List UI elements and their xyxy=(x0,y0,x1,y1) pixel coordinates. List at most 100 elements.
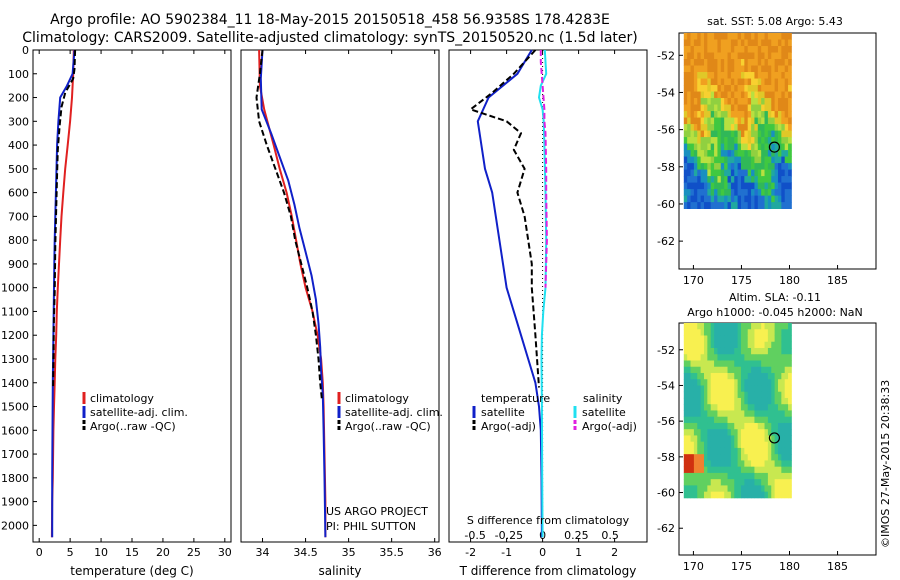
y-tick-label: 200 xyxy=(8,92,29,105)
field-cell xyxy=(717,189,722,196)
field-cell xyxy=(690,195,695,203)
field-cell xyxy=(751,347,755,355)
field-cell xyxy=(771,202,776,209)
field-cell xyxy=(747,385,752,393)
field-cell xyxy=(734,435,739,443)
field-cell xyxy=(724,460,728,468)
field-cell xyxy=(724,410,728,418)
field-cell xyxy=(737,347,742,355)
field-cell xyxy=(707,169,712,177)
field-cell xyxy=(717,143,722,151)
field-cell xyxy=(754,163,759,170)
field-cell xyxy=(730,117,735,125)
field-cell xyxy=(697,404,702,411)
project-annotation: US ARGO PROJECT xyxy=(326,505,428,518)
field-cell xyxy=(730,435,735,443)
field-cell xyxy=(714,143,718,151)
field-cell xyxy=(687,169,691,177)
field-cell xyxy=(751,429,755,436)
field-cell xyxy=(784,466,789,474)
field-cell xyxy=(734,335,739,343)
field-cell xyxy=(697,124,702,131)
field-cell xyxy=(771,460,776,468)
field-cell xyxy=(771,91,776,99)
field-cell xyxy=(683,485,688,493)
field-cell xyxy=(687,422,691,430)
field-cell xyxy=(761,435,765,443)
field-cell xyxy=(771,347,776,355)
field-cell xyxy=(751,111,755,118)
field-cell xyxy=(744,323,749,330)
field-cell xyxy=(761,360,765,368)
field-cell xyxy=(683,479,688,486)
field-cell xyxy=(703,143,708,151)
field-cell xyxy=(687,111,691,118)
field-cell xyxy=(720,435,725,443)
lat-tick-label: -56 xyxy=(657,415,675,428)
field-cell xyxy=(707,372,712,380)
field-cell xyxy=(683,329,688,336)
field-cell xyxy=(784,454,789,461)
field-cell xyxy=(757,454,762,461)
field-cell xyxy=(737,189,742,196)
field-cell xyxy=(777,156,782,164)
field-cell xyxy=(777,33,782,40)
field-cell xyxy=(777,454,782,461)
field-cell xyxy=(771,422,776,430)
field-cell xyxy=(683,372,688,380)
field-cell xyxy=(690,117,695,125)
field-cell xyxy=(740,176,745,183)
field-cell xyxy=(781,111,786,118)
field-cell xyxy=(693,335,698,343)
field-cell xyxy=(734,195,739,203)
field-cell xyxy=(714,46,718,53)
field-cell xyxy=(683,169,688,177)
field-cell xyxy=(740,163,745,170)
field-cell xyxy=(710,391,715,399)
field-cell xyxy=(720,169,725,177)
field-cell xyxy=(697,447,702,455)
field-cell xyxy=(751,52,755,60)
field-cell xyxy=(761,416,765,424)
field-cell xyxy=(774,195,779,203)
field-cell xyxy=(751,202,755,209)
field-cell xyxy=(727,150,732,157)
field-cell xyxy=(751,143,755,151)
field-cell xyxy=(774,46,779,53)
field-cell xyxy=(687,78,691,86)
field-cell xyxy=(767,397,772,405)
field-cell xyxy=(781,360,786,368)
field-cell xyxy=(717,65,722,73)
field-cell xyxy=(757,189,762,196)
x-tick-label: 30 xyxy=(218,546,232,559)
field-cell xyxy=(737,410,742,418)
field-cell xyxy=(754,104,759,112)
field-cell xyxy=(707,485,712,493)
field-cell xyxy=(693,410,698,418)
field-cell xyxy=(683,137,688,144)
lat-tick-label: -58 xyxy=(657,161,675,174)
field-cell xyxy=(720,124,725,131)
field-cell xyxy=(788,435,792,443)
field-cell xyxy=(730,354,735,361)
field-cell xyxy=(720,39,725,47)
field-cell xyxy=(751,360,755,368)
field-cell xyxy=(734,441,739,449)
field-cell xyxy=(697,150,702,157)
field-cell xyxy=(687,59,691,66)
field-cell xyxy=(720,91,725,99)
field-cell xyxy=(764,479,769,486)
field-cell xyxy=(744,466,749,474)
field-cell xyxy=(710,137,715,144)
field-cell xyxy=(703,422,708,430)
field-cell xyxy=(687,65,691,73)
field-cell xyxy=(737,150,742,157)
field-cell xyxy=(761,404,765,411)
field-cell xyxy=(714,72,718,79)
field-cell xyxy=(707,454,712,461)
field-cell xyxy=(697,59,702,66)
field-cell xyxy=(700,329,705,336)
field-cell xyxy=(683,366,688,374)
field-cell xyxy=(777,385,782,393)
field-cell xyxy=(761,72,765,79)
